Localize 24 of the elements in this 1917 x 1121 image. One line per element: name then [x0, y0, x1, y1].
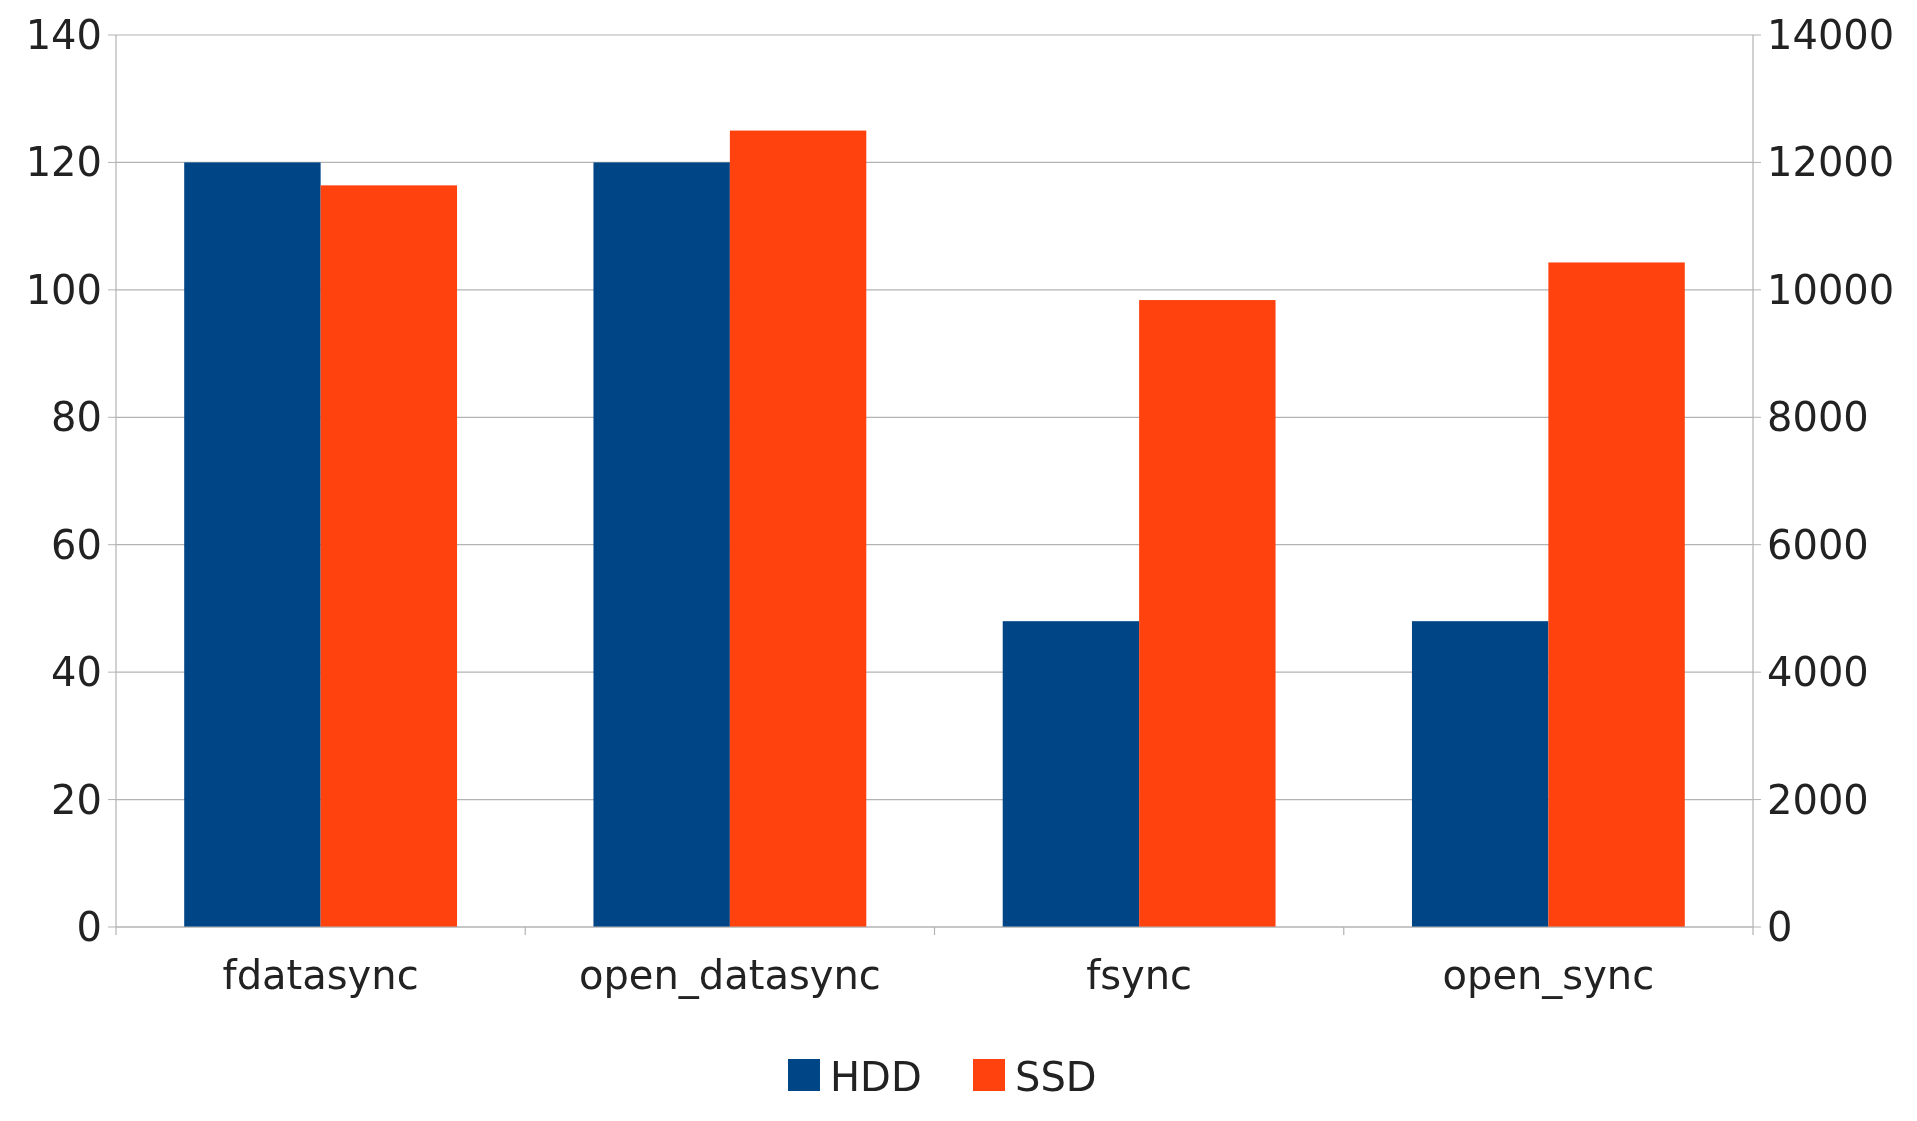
x-tick-label: fsync — [1086, 952, 1193, 998]
bar — [1548, 262, 1685, 927]
y-tick-label: 140 — [25, 12, 102, 58]
bar — [1139, 300, 1276, 927]
legend-label: HDD — [830, 1054, 922, 1100]
y-tick-label: 20 — [51, 776, 102, 823]
y2-tick-label: 12000 — [1767, 139, 1895, 186]
y2-tick-label: 8000 — [1767, 394, 1869, 441]
y2-tick-label: 10000 — [1767, 266, 1895, 313]
y-tick-label: 60 — [51, 521, 102, 568]
y-tick-label: 40 — [51, 649, 102, 696]
y-tick-label: 100 — [25, 266, 102, 313]
y2-tick-label: 14000 — [1767, 12, 1895, 58]
y-tick-label: 0 — [76, 904, 102, 950]
y2-tick-label: 4000 — [1767, 649, 1869, 696]
x-tick-label: fdatasync — [222, 952, 419, 998]
y2-tick-label: 2000 — [1767, 776, 1869, 823]
x-tick-label: open_datasync — [578, 952, 881, 999]
y-tick-label: 80 — [51, 394, 102, 441]
y2-tick-label: 6000 — [1767, 521, 1869, 568]
legend-label: SSD — [1015, 1054, 1097, 1100]
x-tick-label: open_sync — [1442, 952, 1655, 999]
y-tick-label: 120 — [25, 139, 102, 186]
y2-tick-label: 0 — [1767, 904, 1793, 950]
